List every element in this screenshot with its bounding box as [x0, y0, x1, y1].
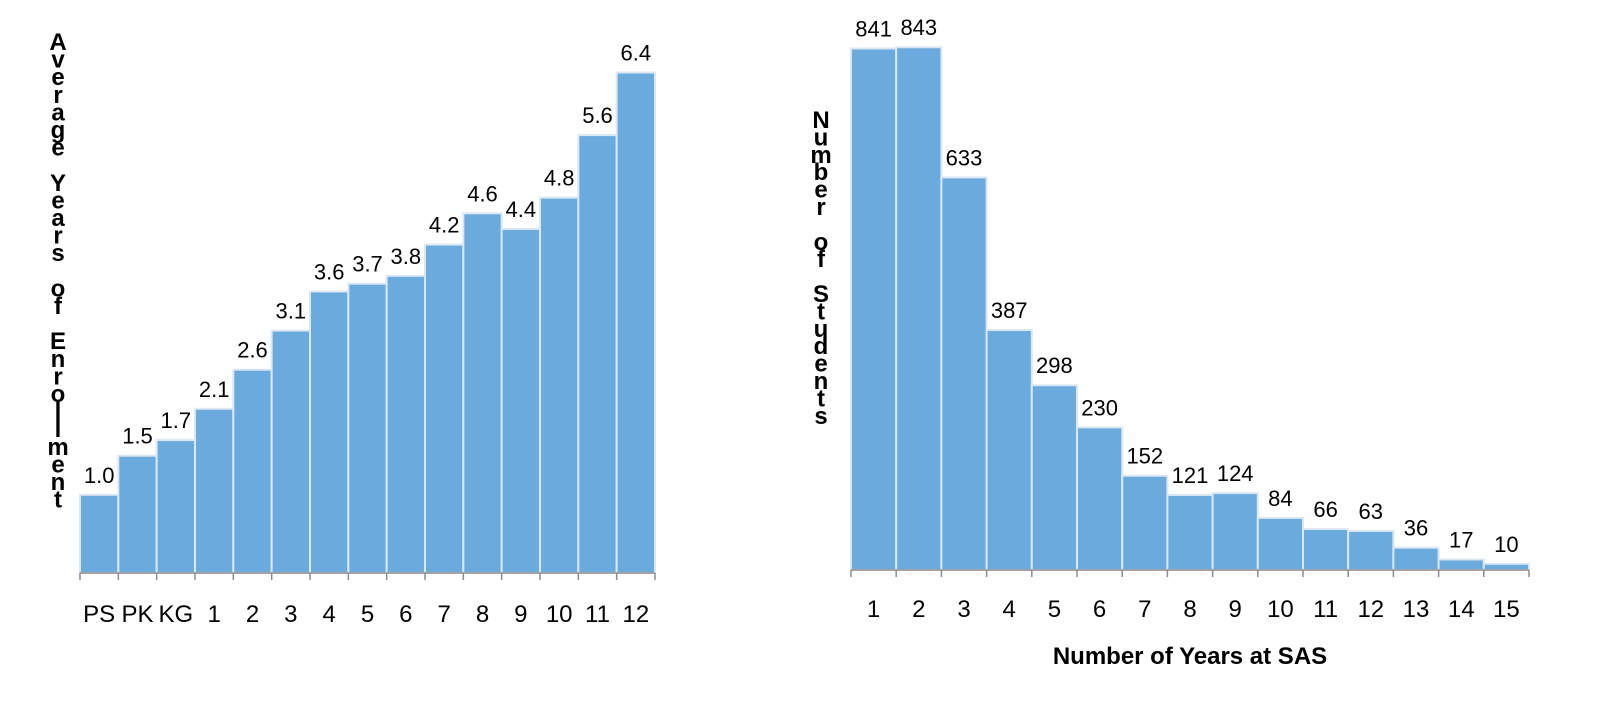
x-tick-label: 8: [476, 601, 489, 628]
data-label: 1.7: [161, 408, 192, 433]
x-tick-label: 2: [246, 601, 259, 628]
x-tick-label: 9: [1229, 596, 1242, 623]
x-tick-label: 3: [957, 596, 970, 623]
data-label: 36: [1404, 516, 1428, 541]
x-tick-label: 12: [1357, 596, 1384, 623]
bar-7: [1121, 474, 1169, 571]
x-tick-label: 13: [1403, 596, 1430, 623]
data-label: 3.6: [314, 259, 345, 284]
data-label: 121: [1172, 463, 1209, 488]
x-tick-label: 5: [361, 601, 374, 628]
data-label: 10: [1494, 532, 1518, 557]
x-tick-label: 11: [585, 601, 610, 628]
bar-11: [1302, 528, 1350, 572]
bar-5: [1030, 384, 1079, 572]
bar-10: [1256, 516, 1305, 571]
x-tick-label: 7: [437, 601, 450, 628]
bar-pk: [117, 454, 158, 574]
data-label: 152: [1126, 444, 1163, 469]
x-tick-label: KG: [158, 601, 193, 628]
data-label: 124: [1217, 461, 1254, 486]
data-label: 4.8: [544, 166, 575, 191]
data-label: 633: [946, 145, 983, 170]
data-label: 6.4: [621, 41, 652, 66]
bar-10: [539, 196, 580, 574]
data-label: 63: [1359, 499, 1383, 524]
data-label: 1.0: [84, 463, 115, 488]
bar-12: [615, 71, 657, 575]
x-tick-label: PK: [121, 601, 153, 628]
x-tick-label: 5: [1048, 596, 1061, 623]
data-label: 843: [900, 15, 937, 40]
data-label: 4.4: [506, 197, 537, 222]
x-tick-label: PS: [83, 601, 115, 628]
data-label: 298: [1036, 353, 1073, 378]
data-label: 387: [991, 298, 1028, 323]
bar-kg: [155, 439, 197, 574]
bar-5: [347, 282, 388, 574]
x-tick-label: 8: [1183, 596, 1196, 623]
x-tick-label: 9: [514, 601, 527, 628]
data-label: 66: [1313, 497, 1337, 522]
data-label: 4.6: [467, 181, 498, 206]
data-label: 4.2: [429, 213, 460, 238]
x-tick-label: 3: [284, 601, 297, 628]
bar-8: [462, 212, 503, 574]
data-label: 17: [1449, 527, 1473, 552]
data-label: 2.6: [237, 338, 268, 363]
bar-12: [1347, 529, 1395, 572]
data-label: 230: [1081, 395, 1118, 420]
bar-2: [895, 46, 943, 572]
x-tick-label: 1: [867, 596, 880, 623]
bar-13: [1392, 546, 1440, 571]
bar-7: [424, 243, 465, 574]
bar-4: [985, 329, 1033, 571]
bar-6: [385, 274, 426, 574]
bar-3: [270, 329, 311, 575]
x-tick-label: 7: [1138, 596, 1151, 623]
x-tick-label: 15: [1493, 596, 1520, 623]
bar-6: [1076, 426, 1124, 571]
bar-15: [1482, 562, 1531, 572]
data-label: 2.1: [199, 377, 230, 402]
bar-2: [232, 368, 273, 575]
x-tick-label: 11: [1313, 596, 1338, 623]
bar-4: [309, 290, 350, 574]
x-tick-label: 6: [399, 601, 412, 628]
data-label: 3.1: [276, 299, 307, 324]
data-label: 3.7: [352, 252, 383, 277]
bar-8: [1166, 493, 1214, 571]
data-label: 84: [1268, 486, 1292, 511]
bar-3: [940, 176, 988, 571]
x-tick-label: 10: [1267, 596, 1294, 623]
x-tick-label: 2: [912, 596, 925, 623]
bar-9: [500, 227, 541, 574]
x-tick-label: 12: [622, 601, 649, 628]
x-tick-label: 1: [207, 601, 220, 628]
x-tick-label: 10: [546, 601, 573, 628]
data-label: 1.5: [122, 424, 153, 449]
x-tick-label: 4: [322, 601, 335, 628]
bar-9: [1211, 492, 1259, 571]
x-tick-label: 14: [1448, 596, 1475, 623]
bar-14: [1437, 558, 1485, 572]
x-axis-title: Number of Years at SAS: [1053, 643, 1327, 670]
bar-1: [194, 407, 235, 574]
bar-ps: [79, 493, 120, 574]
x-tick-label: 6: [1093, 596, 1106, 623]
bar-11: [577, 134, 618, 575]
x-tick-label: 4: [1003, 596, 1016, 623]
data-label: 5.6: [582, 103, 613, 128]
bar-1: [850, 47, 898, 572]
data-label: 3.8: [391, 244, 422, 269]
left-chart: 1.0 1.5 1.7 2.1 2.6 3.1 3.6 3.7 3.8 4.2 4.6 4.4 4.8 5…: [47, 29, 657, 628]
data-label: 841: [855, 16, 892, 41]
